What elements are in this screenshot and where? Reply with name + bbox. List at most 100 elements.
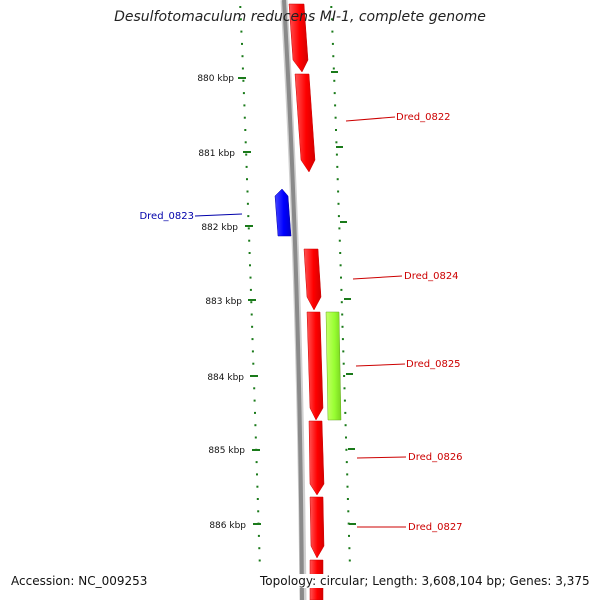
gc-dot-inner <box>256 473 258 476</box>
gc-dot-inner <box>242 92 245 95</box>
gc-skew-dash <box>331 71 338 73</box>
leader-line-dred-0822 <box>345 116 396 122</box>
gc-skew-dash <box>340 221 347 223</box>
gene-label-dred-0827[interactable]: Dred_0827 <box>408 522 463 533</box>
gc-dot-inner <box>257 510 260 513</box>
gc-dot-inner <box>250 313 253 316</box>
kbp-ticks: 880 kbp 881 kbp 882 kbp 883 kbp 884 kbp … <box>197 74 261 531</box>
gc-dot-outer <box>342 350 345 353</box>
gc-dot-outer <box>340 276 342 279</box>
gc-skew-dash <box>346 373 353 375</box>
gc-dot-inner <box>245 153 248 156</box>
gc-dot-inner <box>249 288 252 291</box>
gc-dot-inner <box>251 350 254 353</box>
gene-arrow-dred-0824[interactable] <box>303 248 322 311</box>
gc-dot-outer <box>332 55 335 58</box>
gc-dot-outer <box>330 18 333 21</box>
gc-dot-inner <box>257 534 260 537</box>
gc-dot-outer <box>345 448 348 451</box>
gc-dot-inner <box>239 18 242 21</box>
gc-dot-outer <box>334 116 337 119</box>
gc-dot-outer <box>335 141 338 144</box>
gc-dot-inner <box>240 30 243 33</box>
gc-dot-outer <box>346 498 349 500</box>
gc-dot-inner <box>244 129 247 131</box>
gene-arrow-dred-0823[interactable] <box>274 188 292 237</box>
gc-skew-dash <box>348 448 355 450</box>
gc-dot-outer <box>341 338 344 341</box>
gene-labels: Dred_0822 Dred_0823 Dred_0824 Dred_0825 … <box>139 112 462 533</box>
gc-dot-inner <box>244 141 247 144</box>
gc-skew-dash <box>336 146 343 148</box>
gc-dot-outer <box>337 202 340 205</box>
gc-skew-dash <box>349 523 356 525</box>
gc-content-dots-inner <box>239 6 261 562</box>
topology-text: Topology: circular; Length: 3,608,104 bp… <box>258 574 592 588</box>
gene-arrow-dred-0826[interactable] <box>308 420 325 496</box>
gc-dot-outer <box>342 362 345 365</box>
gene-label-dred-0824[interactable]: Dred_0824 <box>404 271 459 282</box>
gene-label-dred-0822[interactable]: Dred_0822 <box>396 112 451 123</box>
gc-dot-outer <box>332 67 335 70</box>
gc-dot-outer <box>337 190 340 193</box>
gc-dot-outer <box>348 534 350 537</box>
gene-features <box>274 3 342 600</box>
genome-backbone <box>282 0 304 600</box>
gc-dot-inner <box>243 104 246 107</box>
gene-arrow-top[interactable] <box>288 3 309 73</box>
leader-line-dred-0823 <box>194 213 243 217</box>
leader-line-dred-0824 <box>352 275 403 280</box>
gc-dot-outer <box>336 178 339 181</box>
gc-dot-outer <box>346 473 349 476</box>
feature-block-green[interactable] <box>325 311 342 421</box>
tick-label-885: 885 kbp <box>208 446 245 456</box>
gc-dot-outer <box>343 375 346 377</box>
gc-dot-outer <box>333 79 336 82</box>
gc-dot-inner <box>241 67 244 70</box>
gene-label-dred-0823[interactable]: Dred_0823 <box>139 211 194 222</box>
gc-dot-outer <box>341 313 344 316</box>
gene-arrow-dred-0822[interactable] <box>294 73 316 173</box>
gc-dot-outer <box>339 264 342 267</box>
gene-arrow-dred-0827[interactable] <box>309 496 325 559</box>
gc-dot-inner <box>254 424 257 427</box>
gc-dot-inner <box>251 325 254 328</box>
gene-label-dred-0825[interactable]: Dred_0825 <box>406 359 461 370</box>
gc-dot-inner <box>243 116 246 119</box>
gc-dot-inner <box>248 252 251 254</box>
gc-dot-outer <box>345 436 347 439</box>
gc-dot-outer <box>340 288 343 291</box>
gc-dot-inner <box>256 498 259 500</box>
leader-line-dred-0825 <box>355 363 406 367</box>
gc-dot-inner <box>241 55 244 58</box>
gc-dot-outer <box>331 30 334 33</box>
gc-dot-inner <box>253 387 256 390</box>
gc-dot-inner <box>246 190 249 193</box>
gene-label-dred-0826[interactable]: Dred_0826 <box>408 452 463 463</box>
leader-line-dred-0826 <box>356 456 407 459</box>
gc-dot-inner <box>253 399 256 402</box>
tick-label-883: 883 kbp <box>205 297 242 307</box>
tick-label-880: 880 kbp <box>197 74 234 84</box>
gc-dot-outer <box>346 485 349 488</box>
gc-dot-outer <box>345 461 348 464</box>
gc-dot-outer <box>343 387 346 390</box>
gc-dot-inner <box>241 42 243 45</box>
gc-dot-inner <box>245 165 248 168</box>
gc-dot-outer <box>334 104 337 107</box>
gc-dot-inner <box>258 547 261 550</box>
gene-arrow-dred-0825[interactable] <box>306 311 324 421</box>
gc-dot-inner <box>255 461 258 464</box>
gc-dot-outer <box>330 6 333 8</box>
gc-dot-inner <box>248 239 251 242</box>
gc-dot-inner <box>249 276 252 279</box>
gc-dot-outer <box>347 510 350 513</box>
gc-dot-outer <box>341 325 344 328</box>
gc-dot-inner <box>256 485 259 488</box>
gc-dot-outer <box>331 42 334 45</box>
gc-dot-outer <box>336 165 339 168</box>
gc-content-dots-outer <box>330 6 356 562</box>
gc-dot-inner <box>254 411 256 414</box>
